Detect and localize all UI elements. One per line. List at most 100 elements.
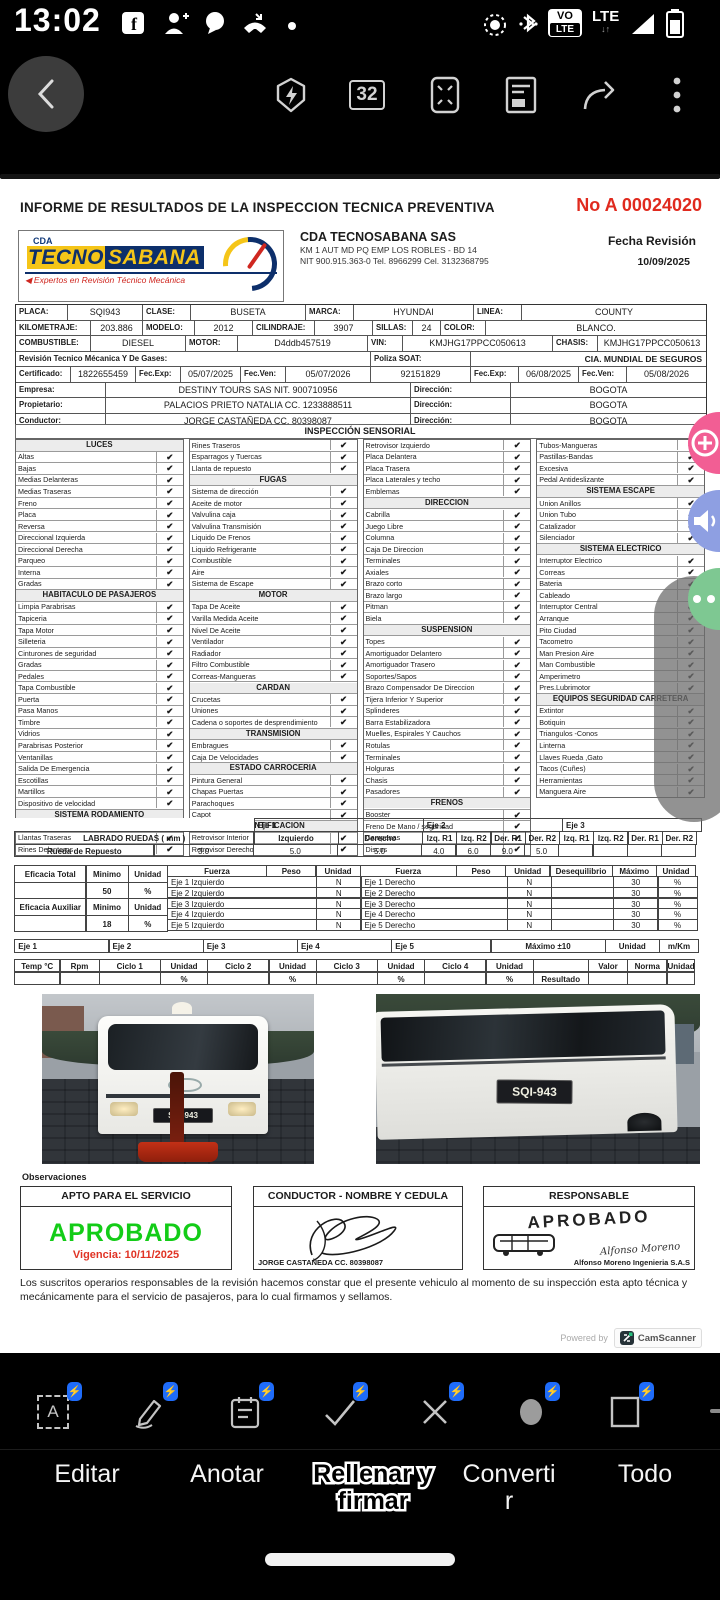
gases-band-table: Eje 1 Eje 2 Eje 3 Eje 4 Eje 5 Máximo ±10 Unida… (14, 939, 705, 954)
checkmark: ✔ (503, 578, 530, 589)
vehicle-cell: VIN: (368, 336, 403, 351)
checklist-label: Booster (365, 810, 391, 820)
vehicle-cell: 05/08/2026 (643, 369, 690, 379)
checklist-row: Terminales ✔ (363, 752, 531, 764)
table-cell: Der. R2 (524, 831, 560, 845)
crop-icon[interactable] (426, 76, 464, 114)
table-cell: 30 (613, 919, 659, 931)
checklist-label: Pastillas-Bandas (539, 452, 593, 462)
signature-tool[interactable]: ⚡ (132, 1382, 178, 1429)
tab-convertir[interactable]: Convertir (462, 1460, 556, 1515)
checklist-row: Union Tubo✔ (537, 509, 704, 521)
note-tool[interactable]: ⚡ (228, 1382, 274, 1429)
checkmark: ✔ (503, 682, 530, 693)
table-cell: Valor (588, 959, 628, 973)
page-count-button[interactable]: 32 (348, 76, 386, 114)
vehicle-cell: DIESEL (91, 336, 186, 351)
vehicle-cell: Poliza SOAT: (371, 351, 471, 366)
brightness-icon (482, 12, 508, 38)
checklist-label: Brazo largo (365, 590, 403, 600)
checklist-row: Brazo corto ✔ (363, 578, 531, 591)
premium-badge: ⚡ (639, 1382, 654, 1401)
reader-view-icon[interactable] (502, 76, 540, 114)
premium-badge: ⚡ (259, 1382, 274, 1401)
checklist-label: Juego Libre (365, 521, 404, 531)
photo-bus-side: SQI-943 (376, 994, 700, 1164)
dot-tool[interactable]: ⚡ (514, 1382, 560, 1429)
table-cell: Unidad (160, 959, 208, 973)
checkmark: ✔ (503, 486, 530, 497)
checklist-row: Llanta de repuesto ✔ (189, 463, 357, 475)
table-cell (59, 971, 100, 985)
enhance-icon[interactable] (272, 76, 310, 114)
checklist-label: Filtro Combustible (191, 660, 250, 670)
checkmark: ✔ (155, 728, 183, 739)
checklist-label: Direccional Izquierda (18, 533, 86, 543)
section-header: CARDAN (189, 682, 357, 693)
checklist-row: Terminales ✔ (363, 555, 531, 568)
vehicle-cell: Fec.Exp: (136, 367, 181, 382)
section-header: MOTOR (189, 590, 357, 601)
checkmark: ✔ (329, 648, 357, 659)
back-button[interactable] (8, 56, 84, 132)
table-cell: Eje 1 (253, 818, 424, 832)
checklist-row: Brazo Compensador De Direccion ✔ (363, 682, 531, 695)
cross-icon (423, 1400, 447, 1424)
checkmark: ✔ (155, 578, 183, 589)
section-header-row: IDENTIFICACION (189, 821, 357, 833)
checkmark: ✔ (155, 463, 183, 474)
checklist-label: Parqueo (18, 556, 46, 566)
checklist-label: Placa (18, 510, 36, 520)
checklist-label: Vidrios (18, 729, 40, 739)
square-tool[interactable]: ⚡ (608, 1382, 654, 1429)
checkmark: ✔ (329, 451, 357, 462)
share-icon[interactable] (580, 76, 618, 114)
checkmark: ✔ (155, 474, 183, 485)
checklist-row: Direccional Derecha ✔ (16, 544, 183, 556)
checkmark: ✔ (329, 544, 357, 555)
table-cell: Ciclo 3 (315, 959, 378, 973)
section-header-row: ESTADO CARROCERIA (189, 763, 357, 775)
vehicle-cell: KMJHG17PPCC050613 (403, 336, 553, 351)
checklist-row: Tapa Motor ✔ (16, 625, 183, 637)
checklist-row: Placa Laterales y techo ✔ (363, 474, 531, 487)
gesture-bar[interactable] (265, 1553, 455, 1566)
vehicle-cell: 3907 (315, 320, 373, 335)
document-page[interactable]: INFORME DE RESULTADOS DE LA INSPECCION T… (0, 174, 720, 1353)
checklist-row: Reversa ✔ (16, 521, 183, 533)
table-row: Temp °C Rpm Ciclo 1 Unidad Ciclo 2 Unidad Cicl… (14, 959, 705, 973)
section-header-row: LUCES (16, 440, 183, 452)
checklist-label: Caja De Velocidades (191, 752, 259, 762)
checkmark: ✔ (503, 532, 530, 543)
add-contact-icon (162, 10, 190, 36)
checkmark: ✔ (155, 763, 183, 774)
table-cell: Máximo ±10 (490, 939, 606, 954)
checkmark: ✔ (503, 763, 530, 774)
checklist-row: Tapa De Aceite ✔ (189, 601, 357, 614)
more-menu-icon[interactable] (658, 76, 696, 114)
checklist-row: Valvulina caja ✔ (189, 509, 357, 521)
checklist-label: Cabrilla (365, 510, 390, 520)
checkmark: ✔ (503, 728, 530, 739)
checklist-label: Bateria (539, 579, 563, 589)
aprobado-status: APROBADO (49, 1219, 203, 1247)
checkmark: ✔ (155, 717, 183, 728)
document-top-edge (0, 174, 720, 179)
checklist-row: Rines Traseros ✔ (189, 440, 357, 452)
text-select-tool[interactable]: A ⚡ (36, 1382, 82, 1429)
cross-tool[interactable]: ⚡ (418, 1382, 464, 1429)
checklist-row: Filtro Combustible ✔ (189, 659, 357, 671)
side-plate: SQI-943 (496, 1079, 573, 1105)
check-tool[interactable]: ⚡ (322, 1382, 368, 1429)
checklist-label: Martillos (18, 787, 45, 797)
checklist-row: Embragues ✔ (189, 740, 357, 752)
checklist-row: Crucetas ✔ (189, 694, 357, 706)
checklist-label: Placa Laterales y techo (365, 475, 441, 485)
checklist-label: Valvulina Transmisión (191, 521, 262, 531)
tab-todo[interactable]: Todo (617, 1460, 673, 1488)
camscanner-badge: CamScanner (613, 1328, 702, 1348)
checklist-label: Correas-Mangueras (191, 671, 256, 681)
tab-anotar[interactable]: Anotar (190, 1460, 264, 1488)
tab-editar[interactable]: Editar (54, 1460, 120, 1488)
tab-rellenar-firmar[interactable]: Rellenar y firmar (311, 1458, 436, 1517)
